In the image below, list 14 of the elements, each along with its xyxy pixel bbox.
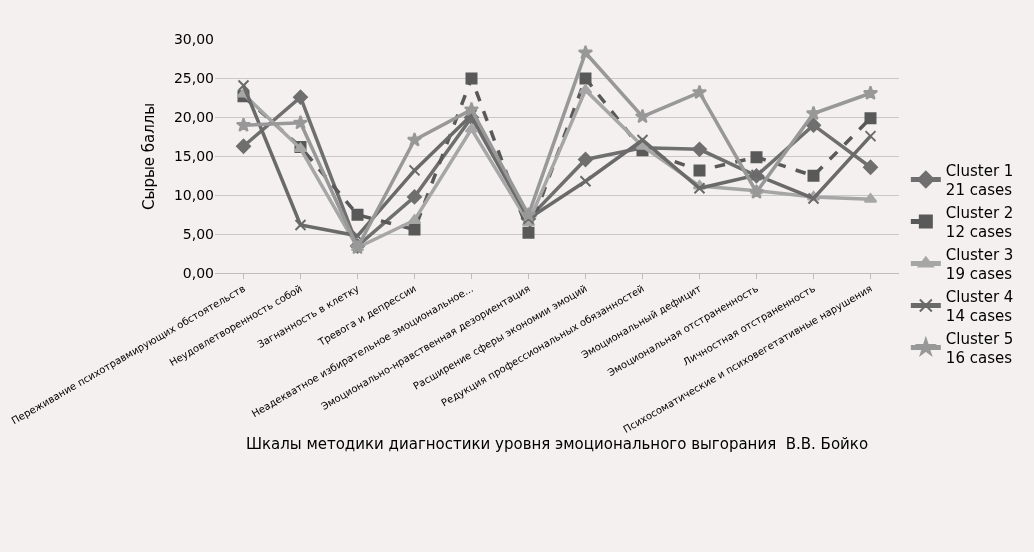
legend-label: Cluster 5 16 cases	[945, 329, 1014, 368]
legend-label: Cluster 3 19 cases	[945, 245, 1014, 284]
y-tick-label: 20,00	[173, 109, 214, 126]
y-tick-label: 5,00	[182, 226, 214, 243]
y-tick-label: 30,00	[173, 31, 214, 48]
legend-label: Cluster 4 14 cases	[945, 287, 1014, 326]
y-tick-label: 15,00	[173, 148, 214, 165]
y-tick-label: 0,00	[182, 265, 214, 282]
legend-label: Cluster 2 12 cases	[945, 203, 1014, 242]
legend-label: Cluster 1 21 cases	[945, 161, 1014, 200]
x-axis-title: Шкалы методики диагностики уровня эмоционального выгорания В.В. Бойко	[245, 435, 869, 454]
y-axis-title: Сырые баллы	[140, 102, 159, 210]
y-tick-label: 25,00	[173, 70, 214, 87]
y-tick-label: 10,00	[173, 187, 214, 204]
